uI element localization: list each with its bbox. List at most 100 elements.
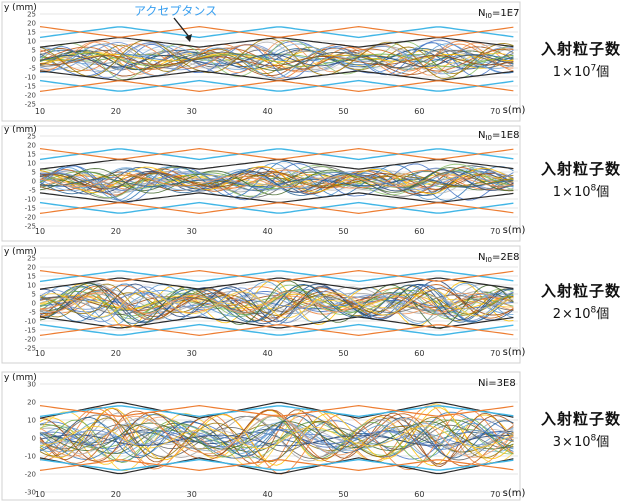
x-axis-label: s(m) (503, 225, 526, 236)
trajectory-line (39, 295, 514, 312)
trajectory-line (39, 295, 514, 312)
trajectory-line (39, 50, 514, 64)
y-tick-label: 15 (27, 29, 36, 37)
trajectory-line (39, 283, 514, 324)
x-tick-label: 50 (338, 490, 348, 499)
y-axis-label: y (mm) (4, 3, 37, 13)
trajectory-line (39, 412, 514, 465)
acceptance-upper-line (39, 405, 514, 418)
x-tick-label: 10 (35, 107, 45, 116)
trajectory-line (39, 167, 514, 196)
y-tick-label: 10 (27, 417, 36, 425)
inset-label: NI0=1E8 (478, 130, 519, 142)
x-tick-label: 50 (338, 227, 348, 236)
particle-count-value: 2×108個 (552, 305, 610, 322)
acceptance-lower-line-2 (39, 324, 514, 337)
trajectory-line (39, 414, 514, 458)
acceptance-lower-line (39, 323, 514, 336)
x-tick-label: 20 (111, 227, 121, 236)
beam-envelope-line (39, 457, 514, 475)
trajectory-line (39, 409, 514, 467)
x-tick-label: 10 (35, 227, 45, 236)
trajectory-line (39, 284, 514, 323)
y-tick-label: 30 (27, 381, 36, 389)
trajectory-line (39, 426, 514, 447)
beam-envelope-line (39, 316, 514, 329)
trajectory-line (39, 280, 514, 330)
acceptance-lower-line-2 (39, 459, 514, 472)
y-tick-label: 10 (27, 282, 36, 290)
acceptance-arrow (173, 17, 192, 42)
x-tick-label: 40 (263, 490, 273, 499)
trajectory-line (39, 288, 514, 319)
y-tick-label: -10 (25, 196, 36, 204)
trajectory-line (39, 425, 514, 450)
y-tick-label: 5 (32, 47, 36, 55)
y-tick-label: 15 (27, 151, 36, 159)
y-tick-label: -5 (29, 309, 36, 317)
x-tick-label: 70 (490, 490, 500, 499)
inset-label: Ni=3E8 (478, 378, 516, 389)
acceptance-upper-line (39, 26, 514, 39)
x-tick-label: 60 (414, 349, 424, 358)
trajectory-line (39, 49, 514, 70)
x-tick-label: 30 (187, 490, 197, 499)
trajectory-line (39, 53, 514, 62)
trajectory-line (39, 41, 514, 79)
particle-count-title: 入射粒子数 (540, 160, 621, 178)
y-tick-label: 15 (27, 273, 36, 281)
particle-count-title: 入射粒子数 (540, 282, 621, 300)
y-tick-label: -20 (25, 214, 36, 222)
y-tick-label: -10 (25, 318, 36, 326)
y-tick-label: -10 (25, 453, 36, 461)
y-tick-label: 20 (27, 399, 36, 407)
y-tick-label: 25 (27, 11, 36, 19)
y-tick-label: -25 (25, 101, 36, 109)
y-tick-label: 25 (27, 255, 36, 263)
particle-count-label-2: 入射粒子数 1×108個 (522, 158, 640, 200)
trajectory-line (39, 295, 514, 311)
particle-count-label-4: 入射粒子数 3×108個 (522, 408, 640, 450)
y-tick-label: 5 (32, 169, 36, 177)
particle-count-label-1: 入射粒子数 1×107個 (522, 38, 640, 80)
y-tick-label: 10 (27, 160, 36, 168)
particle-count-value: 1×108個 (552, 183, 610, 200)
chart-panel-4: 30 20 10 0 -10 -20 -30 10 20 30 40 50 60 70 y (mm) s(m)… (0, 370, 643, 503)
trajectory-line (39, 167, 514, 194)
x-tick-label: 20 (111, 107, 121, 116)
particle-count-label-3: 入射粒子数 2×108個 (522, 280, 640, 322)
acceptance-lower-line (39, 201, 514, 214)
acceptance-lower-line-2 (39, 202, 514, 215)
acceptance-upper-line-2 (39, 25, 514, 38)
acceptance-annotation: アクセプタンス (134, 4, 218, 18)
trajectory-line (39, 289, 514, 319)
y-tick-label: 0 (32, 435, 36, 443)
y-tick-label: -25 (25, 223, 36, 231)
y-axis-label: y (mm) (4, 373, 37, 383)
trajectory-line (39, 174, 514, 189)
x-tick-label: 40 (263, 349, 273, 358)
particle-count-title: 入射粒子数 (540, 410, 621, 428)
x-tick-label: 10 (35, 490, 45, 499)
y-tick-label: 0 (32, 56, 36, 64)
particle-count-title: 入射粒子数 (540, 40, 621, 58)
beam-envelope-line (39, 159, 514, 170)
x-tick-label: 20 (111, 349, 121, 358)
acceptance-upper-line-2 (39, 269, 514, 282)
y-tick-label: 20 (27, 20, 36, 28)
acceptance-upper-line-2 (39, 147, 514, 160)
y-tick-label: 5 (32, 291, 36, 299)
y-tick-label: -5 (29, 187, 36, 195)
x-tick-label: 60 (414, 490, 424, 499)
x-tick-label: 70 (490, 107, 500, 116)
x-tick-label: 30 (187, 107, 197, 116)
trajectory-line (39, 174, 514, 188)
trajectory-line (39, 407, 514, 466)
beam-envelope-line (39, 401, 514, 419)
trajectory-line (39, 294, 514, 315)
x-tick-label: 50 (338, 349, 348, 358)
y-axis-label: y (mm) (4, 247, 37, 257)
trajectory-line (39, 415, 514, 459)
